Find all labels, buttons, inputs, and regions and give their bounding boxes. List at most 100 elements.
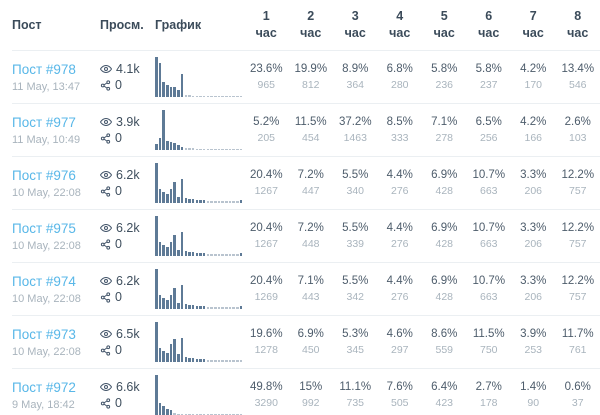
chart-bar <box>166 300 169 309</box>
hour-cell: 5.8% 236 <box>422 63 467 91</box>
hour-percent: 20.4% <box>249 169 283 181</box>
hour-cells: 23.6% 965 19.9% 812 8.9% 364 6.8% 280 5.8% 236 5.8… <box>244 63 600 91</box>
chart-bar <box>158 348 162 362</box>
hour-cell: 3.3% 206 <box>511 222 556 250</box>
shares-count: 0 <box>115 396 122 410</box>
shares-count: 0 <box>115 237 122 251</box>
hour-count: 256 <box>479 132 498 144</box>
chart-bar <box>188 252 191 256</box>
hour-cell: 8.5% 333 <box>378 116 423 144</box>
hour-cell: 10.7% 663 <box>467 222 512 250</box>
hour-percent: 10.7% <box>472 169 506 181</box>
chart-bar <box>217 254 221 256</box>
post-link[interactable]: Пост #975 <box>12 220 76 236</box>
post-link[interactable]: Пост #977 <box>12 114 76 130</box>
hour-cell: 7.2% 447 <box>289 169 334 197</box>
post-link[interactable]: Пост #973 <box>12 326 76 342</box>
hour-count: 663 <box>479 185 498 197</box>
hour-percent: 12.2% <box>561 169 595 181</box>
post-link[interactable]: Пост #978 <box>12 61 76 77</box>
post-date: 10 May, 22:08 <box>12 239 81 252</box>
chart-bar <box>184 304 187 309</box>
hour-percent: 20.4% <box>249 275 283 287</box>
eye-icon <box>100 222 112 234</box>
chart-bar <box>191 148 195 150</box>
table-row: Пост #974 10 May, 22:08 6.2k 0 20.4% 1269… <box>12 262 600 315</box>
chart-bar <box>158 189 162 203</box>
hour-percent: 6.9% <box>431 169 458 181</box>
hour-percent: 5.3% <box>342 328 369 340</box>
share-icon <box>100 238 111 250</box>
hour-cell: 12.2% 757 <box>556 275 600 303</box>
hour-count: 297 <box>390 344 409 356</box>
chart-bar <box>169 87 173 97</box>
hour-column-header: 4 час <box>389 9 411 40</box>
chart-bar <box>210 254 213 256</box>
hour-percent: 3.9% <box>520 328 547 340</box>
chart-bar <box>228 360 232 362</box>
hour-count: 166 <box>524 132 543 144</box>
chart-bar <box>173 413 176 415</box>
hour-count: 276 <box>390 238 409 250</box>
hour-percent: 13.4% <box>561 63 595 75</box>
hour-count: 90 <box>527 397 540 409</box>
chart-bar <box>199 96 202 97</box>
hour-column-headers: 1 час 2 час 3 час 4 час 5 час 6 час 7 час 8 час <box>244 8 600 42</box>
hour-percent: 4.2% <box>520 116 547 128</box>
eye-icon <box>100 169 112 181</box>
chart-bar <box>202 149 206 150</box>
chart-bar <box>173 235 176 256</box>
chart-bar <box>202 253 206 256</box>
hour-count: 345 <box>346 344 365 356</box>
eye-icon <box>100 381 112 393</box>
hour-percent: 20.4% <box>249 222 283 234</box>
chart-bar <box>158 295 162 309</box>
mini-bar-chart <box>155 269 243 309</box>
hour-cell: 3.9% 253 <box>511 328 556 356</box>
hour-percent: 15% <box>299 381 323 393</box>
post-cell: Пост #973 10 May, 22:08 <box>12 327 100 358</box>
shares-count: 0 <box>115 343 122 357</box>
chart-bar <box>173 143 176 150</box>
chart-bar <box>206 201 210 203</box>
chart-bar <box>173 182 176 203</box>
post-link[interactable]: Пост #976 <box>12 167 76 183</box>
hour-percent: 5.5% <box>342 222 369 234</box>
chart-bar <box>155 57 158 97</box>
chart-bar <box>202 96 206 97</box>
post-link[interactable]: Пост #974 <box>12 273 76 289</box>
chart-bar <box>225 96 228 97</box>
hour-cell: 5.5% 340 <box>333 169 378 197</box>
hour-percent: 4.4% <box>386 222 413 234</box>
views-count: 6.2k <box>116 274 140 288</box>
hour-cell: 23.6% 965 <box>244 63 289 91</box>
chart-cell <box>155 375 244 415</box>
post-date: 10 May, 22:08 <box>12 292 81 305</box>
chart-bar <box>214 307 217 309</box>
table-row: Пост #975 10 May, 22:08 6.2k 0 20.4% 1267… <box>12 209 600 262</box>
hour-percent: 0.6% <box>564 381 591 393</box>
hour-cell: 7.1% 278 <box>422 116 467 144</box>
hour-count: 1269 <box>254 291 278 303</box>
chart-bar <box>162 351 165 362</box>
chart-bar <box>210 149 213 150</box>
hour-cells: 49.8% 3290 15% 992 11.1% 735 7.6% 505 6.4% 423 2.7… <box>244 381 600 409</box>
chart-bar <box>228 254 232 256</box>
hour-percent: 3.3% <box>520 222 547 234</box>
chart-bar <box>155 144 158 150</box>
chart-bar <box>184 198 187 203</box>
hour-count: 340 <box>346 185 365 197</box>
hour-cell: 19.9% 812 <box>289 63 334 91</box>
hour-count: 103 <box>568 132 587 144</box>
column-header-post: Пост <box>12 18 42 32</box>
chart-bar <box>232 201 235 203</box>
chart-bar <box>228 149 232 150</box>
table-row: Пост #973 10 May, 22:08 6.5k 0 19.6% 1278… <box>12 315 600 368</box>
hour-count: 761 <box>568 344 587 356</box>
hour-cell: 6.9% 428 <box>422 169 467 197</box>
hour-cell: 7.1% 443 <box>289 275 334 303</box>
post-link[interactable]: Пост #972 <box>12 379 76 395</box>
chart-bar <box>199 359 202 362</box>
chart-bar <box>210 307 213 309</box>
chart-bar <box>180 232 184 256</box>
